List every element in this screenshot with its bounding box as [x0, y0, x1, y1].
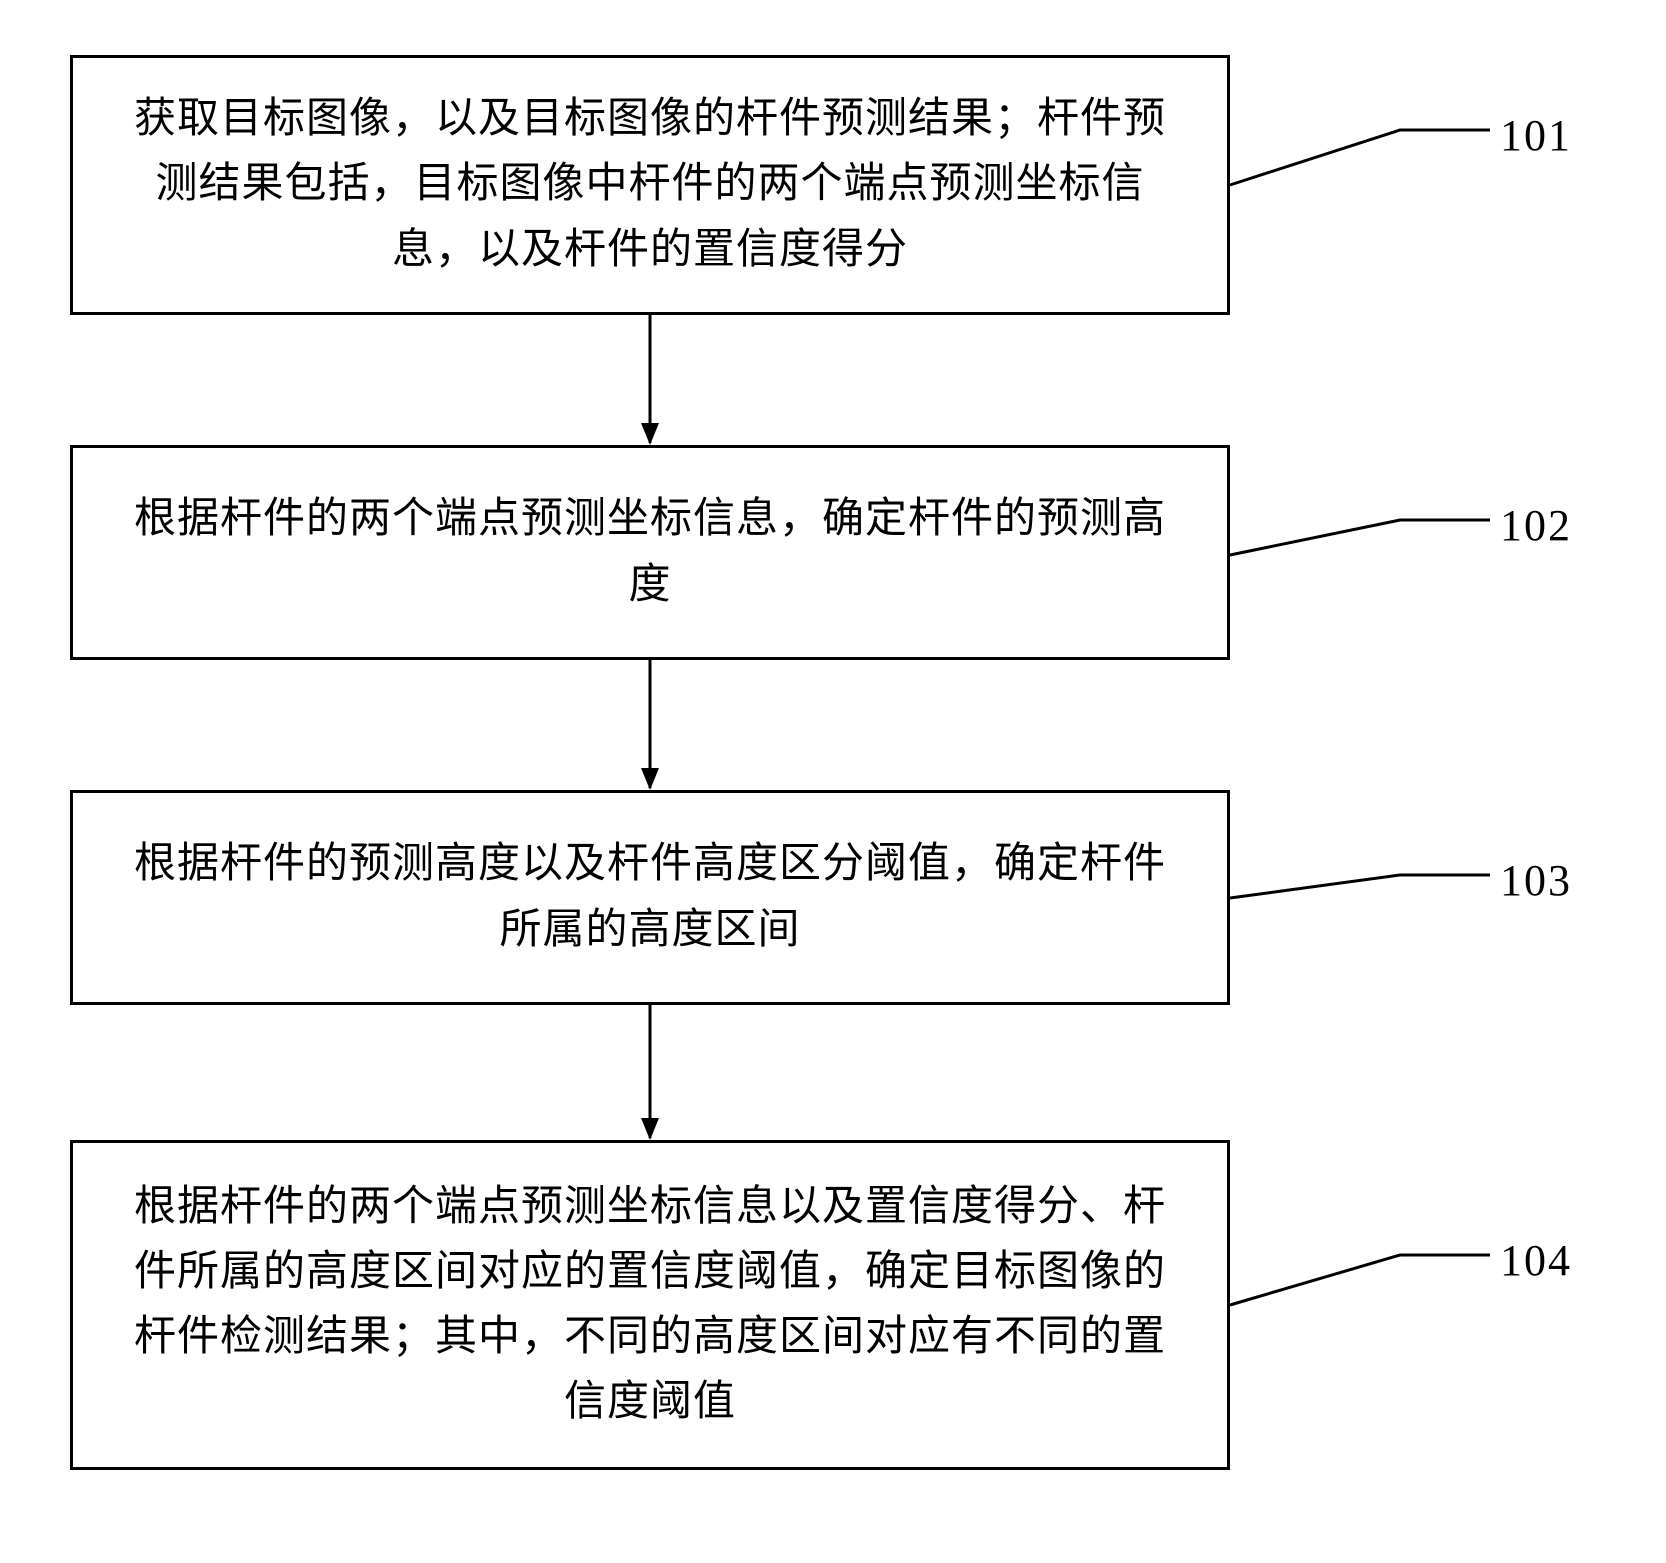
step-label-step102: 102 — [1500, 500, 1572, 551]
step-label-step101: 101 — [1500, 110, 1572, 161]
flowchart-canvas: 获取目标图像，以及目标图像的杆件预测结果；杆件预测结果包括，目标图像中杆件的两个… — [0, 0, 1666, 1563]
flow-node-step102: 根据杆件的两个端点预测坐标信息，确定杆件的预测高度 — [70, 445, 1230, 660]
leader-line-3 — [1230, 1255, 1490, 1305]
flow-node-text: 根据杆件的预测高度以及杆件高度区分阈值，确定杆件所属的高度区间 — [113, 832, 1187, 962]
leader-line-1 — [1230, 520, 1490, 555]
flow-node-text: 获取目标图像，以及目标图像的杆件预测结果；杆件预测结果包括，目标图像中杆件的两个… — [113, 87, 1187, 282]
flow-node-step104: 根据杆件的两个端点预测坐标信息以及置信度得分、杆件所属的高度区间对应的置信度阈值… — [70, 1140, 1230, 1470]
leader-line-2 — [1230, 875, 1490, 898]
step-label-step104: 104 — [1500, 1235, 1572, 1286]
flow-node-step101: 获取目标图像，以及目标图像的杆件预测结果；杆件预测结果包括，目标图像中杆件的两个… — [70, 55, 1230, 315]
flow-node-text: 根据杆件的两个端点预测坐标信息以及置信度得分、杆件所属的高度区间对应的置信度阈值… — [113, 1175, 1187, 1435]
leader-line-0 — [1230, 130, 1490, 185]
flow-node-text: 根据杆件的两个端点预测坐标信息，确定杆件的预测高度 — [113, 487, 1187, 617]
flow-node-step103: 根据杆件的预测高度以及杆件高度区分阈值，确定杆件所属的高度区间 — [70, 790, 1230, 1005]
step-label-step103: 103 — [1500, 855, 1572, 906]
